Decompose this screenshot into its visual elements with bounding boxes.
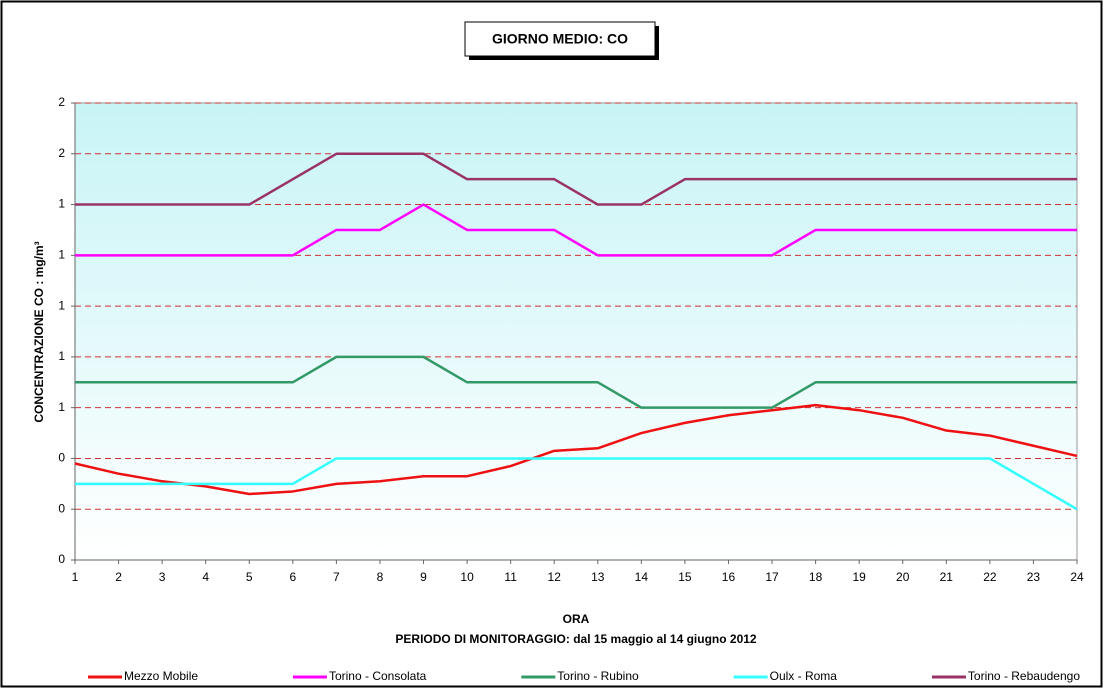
x-tick-label: 16: [722, 570, 736, 584]
title-box: [464, 21, 656, 57]
x-tick-label: 12: [548, 570, 562, 584]
x-tick-label: 23: [1027, 570, 1041, 584]
y-tick-label: 1: [58, 298, 65, 312]
legend-label: Torino - Consolata: [329, 669, 427, 683]
data-line: [75, 457, 1078, 511]
x-tick-label: 4: [202, 570, 209, 584]
y-tick-label: 0: [58, 451, 65, 465]
x-tick-label: 21: [940, 570, 954, 584]
y-tick-label: 2: [58, 95, 65, 109]
legend-label: Torino - Rubino: [557, 669, 639, 683]
y-tick-label: 1: [58, 400, 65, 414]
x-tick-label: 5: [246, 570, 253, 584]
x-tick-label: 20: [896, 570, 910, 584]
data-line: [74, 403, 1078, 496]
x-tick-label: 17: [765, 570, 779, 584]
legend-label: Oulx - Roma: [770, 669, 838, 683]
y-tick-label: 1: [58, 197, 65, 211]
x-tick-label: 24: [1070, 570, 1084, 584]
legend-label: Mezzo Mobile: [124, 669, 198, 683]
chart-title: GIORNO MEDIO: CO: [492, 31, 628, 47]
legend-label: Torino - Rebaudengo: [968, 669, 1080, 683]
y-tick-label: 0: [58, 501, 65, 515]
x-tick-label: 13: [591, 570, 605, 584]
data-line: [75, 152, 1077, 206]
y-tick-label: 1: [58, 349, 65, 363]
x-tick-label: 18: [809, 570, 823, 584]
subtitle: PERIODO DI MONITORAGGIO: dal 15 maggio a…: [395, 632, 757, 646]
x-tick-label: 2: [115, 570, 122, 584]
x-tick-label: 11: [504, 570, 517, 584]
y-tick-label: 2: [58, 146, 65, 160]
data-line: [75, 203, 1077, 257]
x-tick-label: 14: [635, 570, 649, 584]
x-tick-label: 22: [983, 570, 997, 584]
x-tick-label: 9: [420, 570, 427, 584]
x-axis-title: ORA: [563, 612, 590, 626]
y-axis-title: CONCENTRAZIONE CO : mg/m³: [32, 241, 46, 422]
y-tick-label: 1: [58, 248, 65, 262]
x-tick-label: 15: [678, 570, 692, 584]
plot-area: [74, 102, 1078, 561]
x-tick-label: 6: [289, 570, 296, 584]
y-tick-label: 0: [58, 552, 65, 566]
x-tick-label: 10: [460, 570, 474, 584]
x-tick-label: 1: [72, 570, 79, 584]
x-tick-label: 8: [377, 570, 384, 584]
x-tick-label: 7: [333, 570, 340, 584]
x-tick-label: 3: [159, 570, 166, 584]
data-line: [75, 355, 1077, 409]
x-tick-label: 19: [852, 570, 866, 584]
